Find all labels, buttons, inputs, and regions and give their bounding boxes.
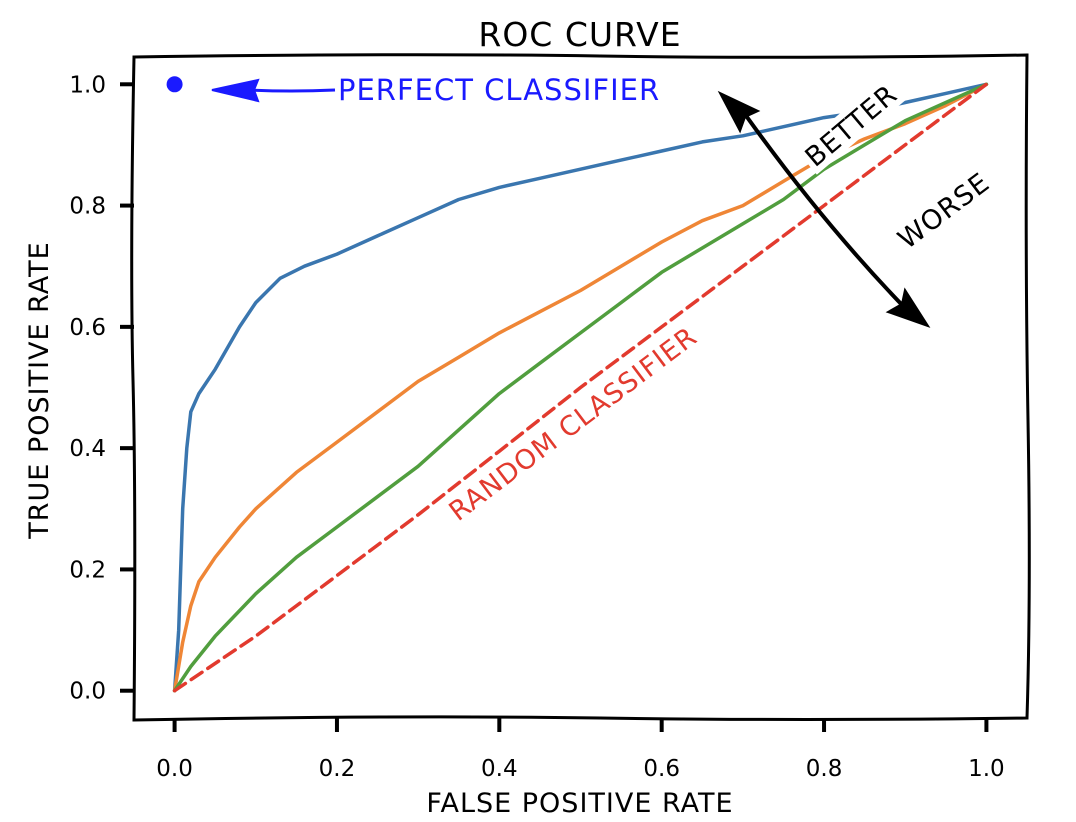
y-axis-label: TRUE POSITIVE RATE xyxy=(24,241,55,539)
series-line-1 xyxy=(172,82,989,693)
x-tick-label: 0.8 xyxy=(806,756,843,782)
x-axis-ticks: 0.0 0.2 0.4 0.6 0.8 1.0 xyxy=(156,718,1005,782)
y-tick-label: 0.8 xyxy=(69,194,106,220)
annotations: PERFECT CLASSIFIER RANDOM CLASSIFIER BET… xyxy=(211,73,996,528)
y-tick-label: 1.0 xyxy=(69,72,106,98)
y-axis-ticks: 0.0 0.2 0.4 0.6 0.8 1.0 xyxy=(69,72,134,705)
x-tick-label: 0.2 xyxy=(319,756,356,782)
y-tick-label: 0.4 xyxy=(69,436,106,462)
series-layer xyxy=(172,82,989,693)
better-worse-arrow-line xyxy=(740,108,907,310)
x-tick-label: 1.0 xyxy=(968,756,1005,782)
x-tick-label: 0.0 xyxy=(156,756,193,782)
x-tick-label: 0.6 xyxy=(643,756,680,782)
perfect-classifier-point xyxy=(166,76,183,93)
plot-frame xyxy=(130,53,1031,722)
series-line-4 xyxy=(172,82,989,693)
x-tick-label: 0.4 xyxy=(481,756,518,782)
plot-border xyxy=(130,53,1031,722)
series-line-3 xyxy=(172,82,989,693)
perfect-classifier-label: PERFECT CLASSIFIER xyxy=(338,73,660,107)
worse-arrow-head xyxy=(885,287,931,328)
perfect-arrow-line xyxy=(249,88,336,93)
better-label-bg xyxy=(796,75,906,175)
y-tick-label: 0.0 xyxy=(69,679,106,705)
worse-label: WORSE xyxy=(893,167,996,256)
y-tick-label: 0.2 xyxy=(69,557,106,583)
points-layer xyxy=(166,76,183,93)
y-tick-label: 0.6 xyxy=(69,315,106,341)
perfect-arrow-head xyxy=(211,78,260,103)
better-arrow-head xyxy=(717,90,761,134)
chart-title: ROC CURVE xyxy=(478,15,681,54)
random-classifier-label: RANDOM CLASSIFIER xyxy=(444,321,704,527)
x-axis-label: FALSE POSITIVE RATE xyxy=(426,788,733,819)
